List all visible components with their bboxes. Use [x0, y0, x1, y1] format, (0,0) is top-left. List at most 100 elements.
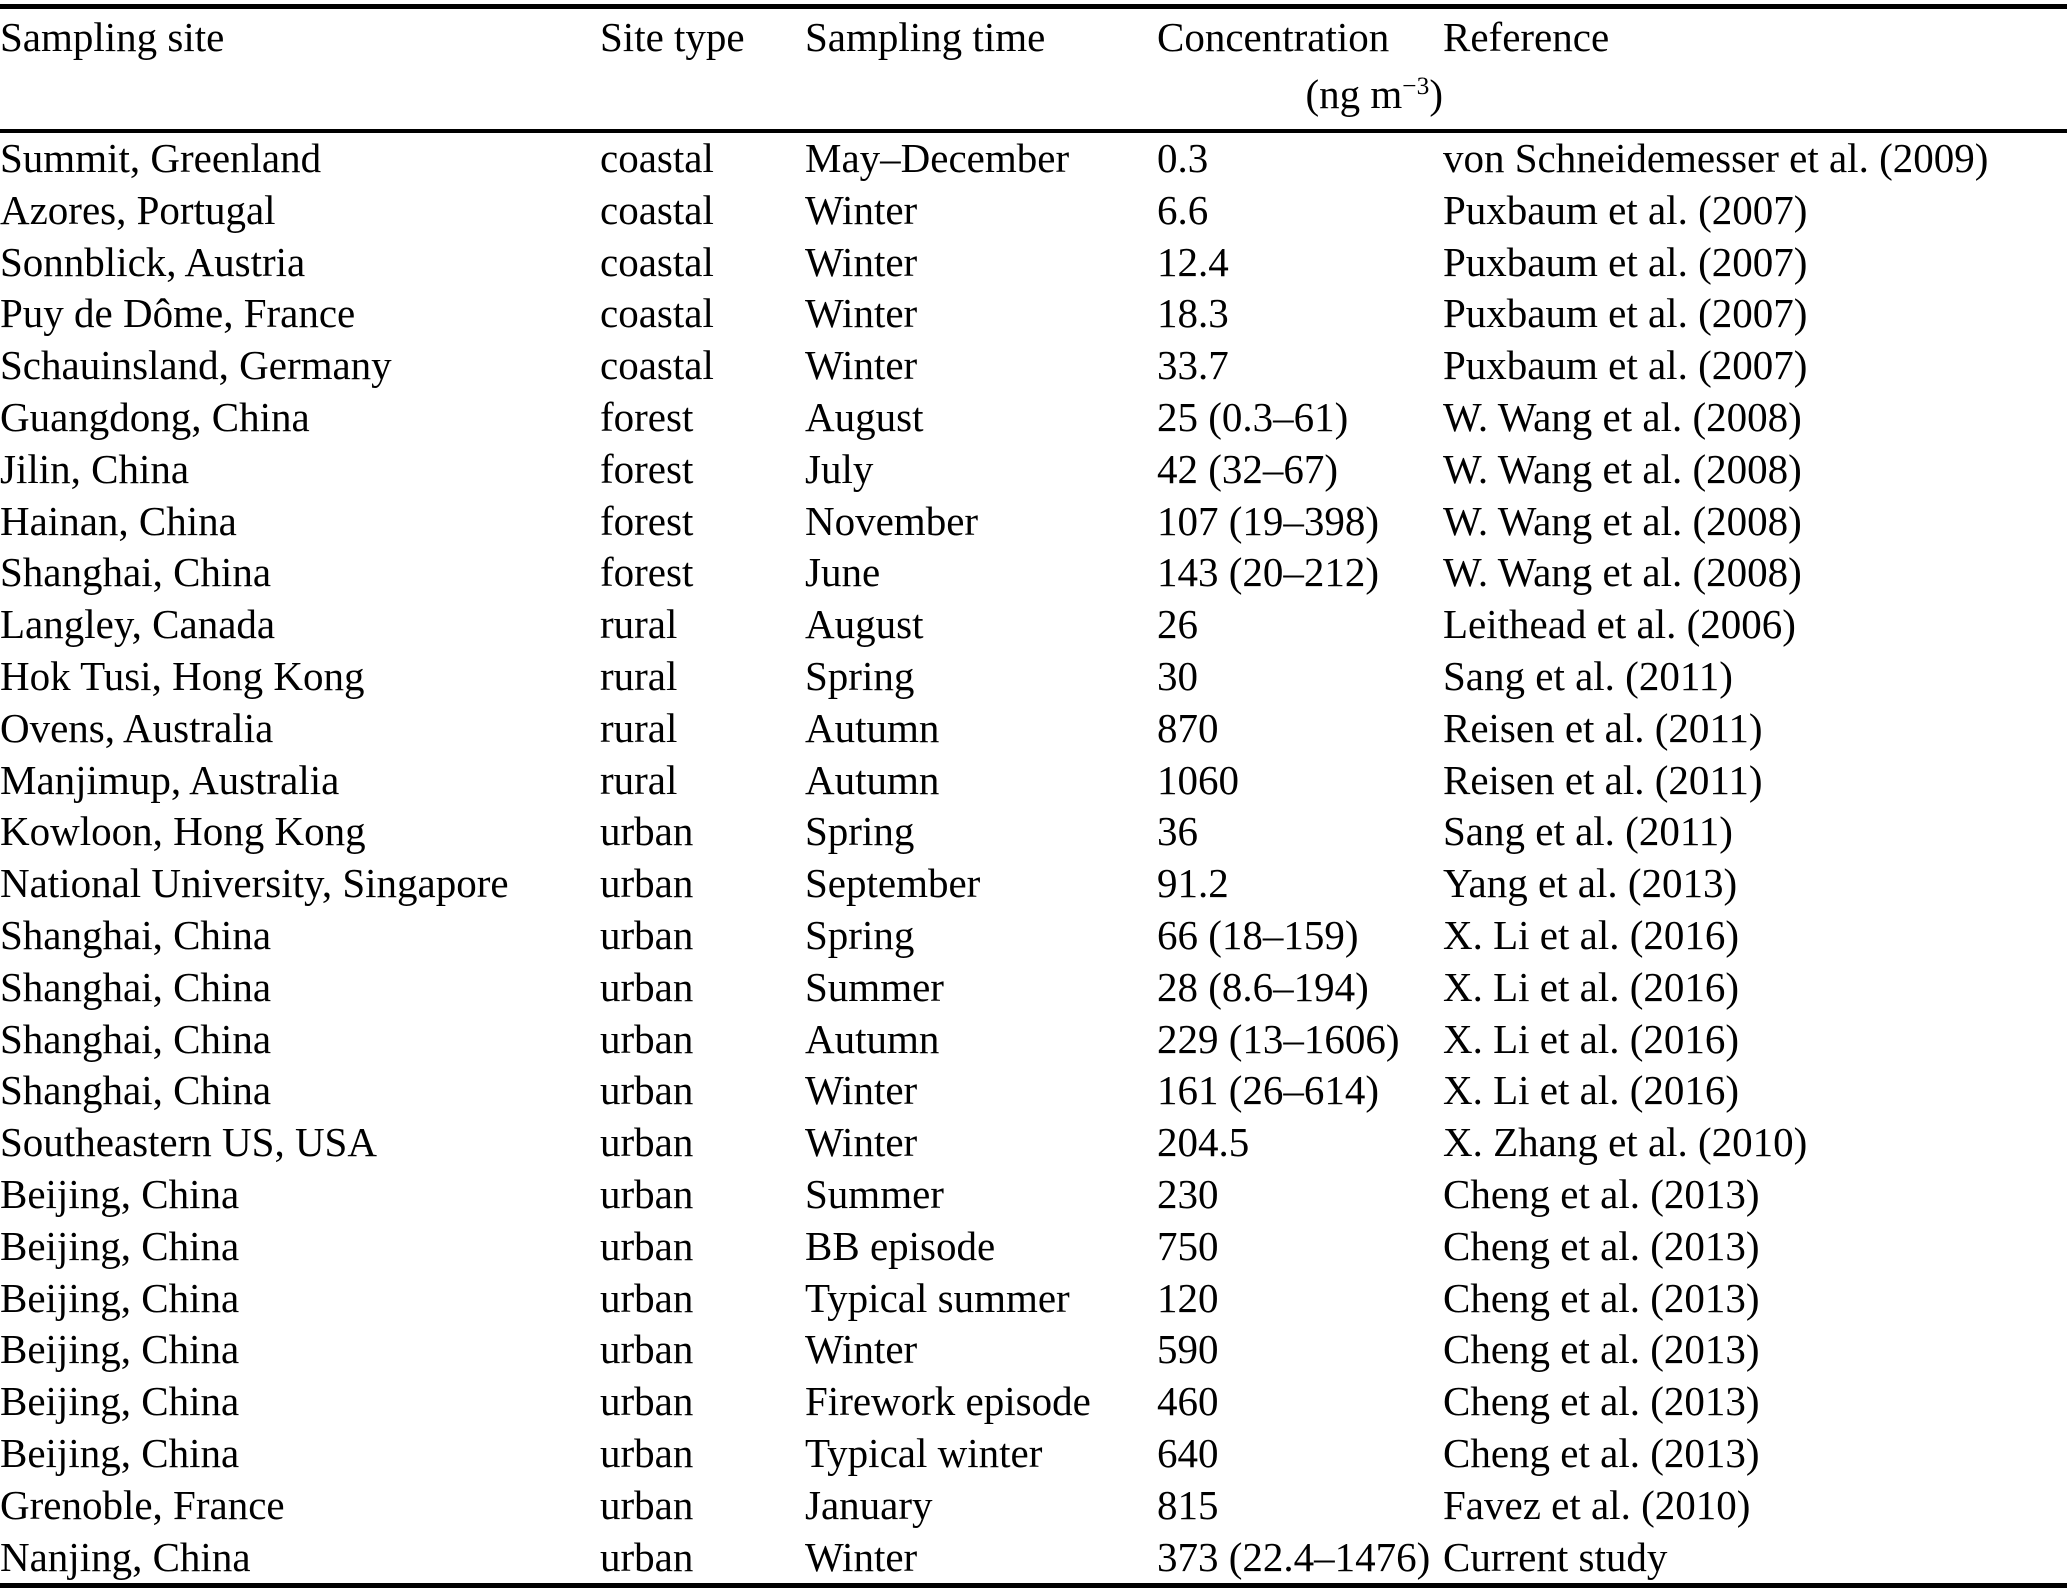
cell-reference: Current study	[1443, 1533, 1668, 1580]
cell-site-type: urban	[600, 1378, 694, 1425]
cell-concentration: 870	[1157, 704, 1219, 751]
table-row: National University, Singapore urban Sep…	[0, 858, 2067, 910]
cell-sampling-time: Autumn	[805, 704, 940, 751]
cell-sampling-time: Winter	[805, 1533, 918, 1580]
table-row: Shanghai, China urban Winter 161 (26–614…	[0, 1065, 2067, 1117]
cell-reference: X. Zhang et al. (2010)	[1443, 1119, 1808, 1166]
cell-reference: Cheng et al. (2013)	[1443, 1170, 1760, 1217]
cell-sampling-time: Winter	[805, 1326, 918, 1373]
cell-sampling-time: Typical summer	[805, 1274, 1070, 1321]
cell-sampling-time: Winter	[805, 238, 918, 285]
table-row: Beijing, China urban Winter 590 Cheng et…	[0, 1324, 2067, 1376]
cell-sampling-site: Nanjing, China	[0, 1533, 251, 1580]
cell-reference: Yang et al. (2013)	[1443, 860, 1738, 907]
table-row: Shanghai, China forest June 143 (20–212)…	[0, 547, 2067, 599]
cell-sampling-time: Autumn	[805, 1015, 940, 1062]
cell-site-type: coastal	[600, 186, 714, 233]
cell-reference: X. Li et al. (2016)	[1443, 1015, 1740, 1062]
cell-concentration: 229 (13–1606)	[1157, 1015, 1400, 1062]
cell-reference: W. Wang et al. (2008)	[1443, 497, 1802, 544]
cell-concentration: 1060	[1157, 756, 1239, 803]
cell-site-type: urban	[600, 1170, 694, 1217]
cell-site-type: urban	[600, 911, 694, 958]
cell-sampling-time: Winter	[805, 290, 918, 337]
header-row: Sampling site Site type Sampling time Co…	[0, 6, 2067, 133]
cell-reference: Sang et al. (2011)	[1443, 808, 1733, 855]
cell-sampling-time: May–December	[805, 135, 1070, 181]
cell-site-type: rural	[600, 652, 678, 699]
cell-concentration: 373 (22.4–1476)	[1157, 1533, 1431, 1580]
cell-reference: W. Wang et al. (2008)	[1443, 445, 1802, 492]
cell-sampling-time: January	[805, 1481, 933, 1528]
column-header-sampling-time: Sampling time	[805, 6, 1157, 133]
cell-sampling-site: National University, Singapore	[0, 860, 509, 907]
cell-concentration: 750	[1157, 1222, 1219, 1269]
cell-sampling-site: Guangdong, China	[0, 393, 310, 440]
table-row: Guangdong, China forest August 25 (0.3–6…	[0, 392, 2067, 444]
cell-concentration: 0.3	[1157, 135, 1209, 181]
cell-sampling-site: Langley, Canada	[0, 601, 276, 648]
cell-site-type: urban	[600, 1429, 694, 1476]
cell-site-type: coastal	[600, 238, 714, 285]
cell-sampling-site: Beijing, China	[0, 1378, 240, 1425]
column-header-site-type: Site type	[600, 6, 805, 133]
concentration-unit-exponent: −3	[1402, 72, 1430, 101]
concentration-header-label: Concentration	[1157, 14, 1390, 60]
cell-sampling-site: Kowloon, Hong Kong	[0, 808, 366, 855]
cell-sampling-site: Hainan, China	[0, 497, 237, 544]
cell-sampling-site: Grenoble, France	[0, 1481, 285, 1528]
table-row: Grenoble, France urban January 815 Favez…	[0, 1480, 2067, 1532]
cell-concentration: 30	[1157, 652, 1198, 699]
cell-sampling-site: Shanghai, China	[0, 963, 272, 1010]
cell-site-type: coastal	[600, 290, 714, 337]
cell-sampling-site: Hok Tusi, Hong Kong	[0, 652, 365, 699]
cell-site-type: urban	[600, 963, 694, 1010]
cell-site-type: urban	[600, 1326, 694, 1373]
cell-reference: X. Li et al. (2016)	[1443, 1067, 1740, 1114]
concentration-table: Sampling site Site type Sampling time Co…	[0, 4, 2067, 1589]
cell-sampling-time: Autumn	[805, 756, 940, 803]
cell-sampling-site: Shanghai, China	[0, 1067, 272, 1114]
cell-concentration: 120	[1157, 1274, 1219, 1321]
cell-concentration: 230	[1157, 1170, 1219, 1217]
table-row: Jilin, China forest July 42 (32–67) W. W…	[0, 444, 2067, 496]
table-row: Kowloon, Hong Kong urban Spring 36 Sang …	[0, 806, 2067, 858]
cell-concentration: 143 (20–212)	[1157, 549, 1380, 596]
table-row: Ovens, Australia rural Autumn 870 Reisen…	[0, 703, 2067, 755]
cell-sampling-time: Summer	[805, 1170, 944, 1217]
cell-sampling-time: Typical winter	[805, 1429, 1043, 1476]
cell-reference: Puxbaum et al. (2007)	[1443, 290, 1808, 337]
table-row: Langley, Canada rural August 26 Leithead…	[0, 599, 2067, 651]
column-header-concentration: Concentration (ng m−3)	[1157, 6, 1443, 133]
table-row: Hainan, China forest November 107 (19–39…	[0, 496, 2067, 548]
cell-reference: Cheng et al. (2013)	[1443, 1274, 1760, 1321]
table-row: Shanghai, China urban Autumn 229 (13–160…	[0, 1014, 2067, 1066]
cell-sampling-time: Winter	[805, 342, 918, 389]
cell-site-type: forest	[600, 445, 694, 492]
column-header-sampling-site: Sampling site	[0, 6, 600, 133]
cell-sampling-site: Southeastern US, USA	[0, 1119, 377, 1166]
cell-reference: Puxbaum et al. (2007)	[1443, 186, 1808, 233]
cell-reference: Cheng et al. (2013)	[1443, 1378, 1760, 1425]
table-row: Puy de Dôme, France coastal Winter 18.3 …	[0, 288, 2067, 340]
table-row: Shanghai, China urban Spring 66 (18–159)…	[0, 910, 2067, 962]
cell-sampling-time: Spring	[805, 652, 915, 699]
cell-concentration: 18.3	[1157, 290, 1229, 337]
cell-sampling-site: Beijing, China	[0, 1274, 240, 1321]
cell-sampling-time: BB episode	[805, 1222, 996, 1269]
cell-sampling-time: August	[805, 601, 924, 648]
cell-concentration: 640	[1157, 1429, 1219, 1476]
cell-concentration: 25 (0.3–61)	[1157, 393, 1349, 440]
table-row: Summit, Greenland coastal May–December 0…	[0, 131, 2067, 185]
cell-site-type: urban	[600, 1274, 694, 1321]
cell-site-type: urban	[600, 860, 694, 907]
cell-sampling-time: Winter	[805, 1067, 918, 1114]
table-row: Azores, Portugal coastal Winter 6.6 Puxb…	[0, 185, 2067, 237]
cell-reference: Cheng et al. (2013)	[1443, 1429, 1760, 1476]
cell-site-type: urban	[600, 808, 694, 855]
cell-site-type: forest	[600, 393, 694, 440]
cell-concentration: 161 (26–614)	[1157, 1067, 1380, 1114]
cell-concentration: 66 (18–159)	[1157, 911, 1359, 958]
cell-site-type: forest	[600, 497, 694, 544]
table-row: Nanjing, China urban Winter 373 (22.4–14…	[0, 1532, 2067, 1586]
